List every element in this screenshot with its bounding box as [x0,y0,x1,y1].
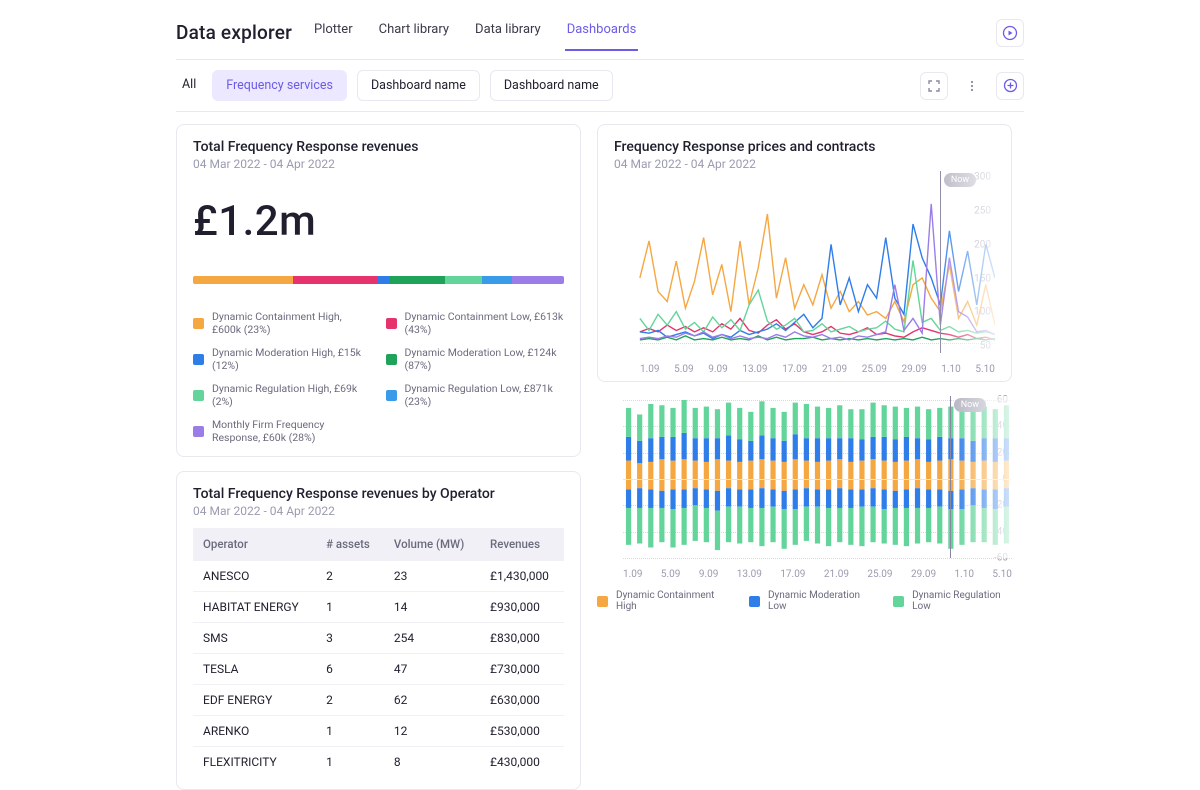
kpi-bar-segment [378,276,389,284]
card-prices-chart: Frequency Response prices and contracts … [597,124,1012,382]
fullscreen-button[interactable] [920,72,948,100]
table-cell: SMS [193,623,316,654]
table-cell: 62 [384,685,480,716]
add-button[interactable] [996,72,1024,100]
table-cell: FLEXITRICITY [193,747,316,778]
card-title: Total Frequency Response revenues [193,139,564,155]
table-cell: ARENKO [193,716,316,747]
operator-table: Operator# assetsVolume (MW)Revenues ANES… [193,528,564,777]
more-button[interactable] [958,72,986,100]
kpi-breakdown-bar [193,276,564,284]
table-cell: 47 [384,654,480,685]
page-title: Data explorer [176,21,292,44]
line-chart[interactable]: 50100150200250300Now1.095.099.0913.0917.… [614,171,995,375]
legend-item: Monthly Firm Frequency Response, £60k (2… [193,418,372,444]
legend-item: Dynamic Moderation Low, £124k (87%) [386,346,565,372]
stacked-bar-chart[interactable]: -60-40-200204060Now1.095.099.0913.0917.0… [597,396,1012,580]
card-date-range: 04 Mar 2022 - 04 Apr 2022 [193,504,564,518]
card-date-range: 04 Mar 2022 - 04 Apr 2022 [193,157,564,171]
table-row[interactable]: EDF ENERGY262£630,000 [193,685,564,716]
table-row[interactable]: TESLA647£730,000 [193,654,564,685]
table-header[interactable]: Operator [193,528,316,561]
legend-item: Dynamic Containment Low, £613k (43%) [386,310,565,336]
bar-chart-legend: Dynamic Containment High Dynamic Moderati… [597,590,1012,612]
table-cell: 1 [316,592,384,623]
table-cell: 23 [384,561,480,592]
legend-item: Dynamic Containment High [597,590,727,612]
legend-item: Dynamic Containment High, £600k (23%) [193,310,372,336]
table-cell: 14 [384,592,480,623]
table-cell: EDF ENERGY [193,685,316,716]
filter-chip[interactable]: All [176,70,202,101]
table-cell: 1 [316,716,384,747]
table-cell: £730,000 [480,654,564,685]
table-header[interactable]: # assets [316,528,384,561]
table-cell: £630,000 [480,685,564,716]
legend-item: Dynamic Regulation Low [893,590,1012,612]
table-row[interactable]: ARENKO112£530,000 [193,716,564,747]
table-cell: £430,000 [480,747,564,778]
table-cell: 254 [384,623,480,654]
legend-item: Dynamic Regulation High, £69k (2%) [193,382,372,408]
table-cell: 12 [384,716,480,747]
legend-item: Dynamic Regulation Low, £871k (23%) [386,382,565,408]
legend-item: Dynamic Moderation Low [749,590,871,612]
kpi-bar-segment [193,276,293,284]
filter-chips: All Frequency services Dashboard name Dashb… [176,70,613,101]
table-cell: 6 [316,654,384,685]
table-cell: 3 [316,623,384,654]
kpi-bar-segment [512,276,564,284]
card-operator-table: Total Frequency Response revenues by Ope… [176,471,581,790]
card-date-range: 04 Mar 2022 - 04 Apr 2022 [614,157,995,171]
table-header[interactable]: Volume (MW) [384,528,480,561]
card-contracts-chart: -60-40-200204060Now1.095.099.0913.0917.0… [597,396,1012,612]
table-row[interactable]: SMS3254£830,000 [193,623,564,654]
table-row[interactable]: ANESCO223£1,430,000 [193,561,564,592]
kpi-bar-segment [445,276,482,284]
kpi-bar-segment [390,276,446,284]
filter-chip[interactable]: Frequency services [212,70,347,101]
filter-chip[interactable]: Dashboard name [357,70,480,101]
nav-item-data-library[interactable]: Data library [473,16,543,49]
table-cell: 2 [316,685,384,716]
table-cell: 8 [384,747,480,778]
table-cell: 1 [316,747,384,778]
filter-chip[interactable]: Dashboard name [490,70,613,101]
table-cell: ANESCO [193,561,316,592]
kpi-legend: Dynamic Containment High, £600k (23%) Dyn… [193,310,564,444]
nav-item-chart-library[interactable]: Chart library [377,16,451,49]
table-header[interactable]: Revenues [480,528,564,561]
table-cell: TESLA [193,654,316,685]
play-button[interactable] [996,19,1024,47]
top-nav: Plotter Chart library Data library Dashboar… [312,16,638,49]
card-title: Frequency Response prices and contracts [614,139,995,155]
kpi-value: £1.2m [193,197,564,246]
kpi-bar-segment [293,276,378,284]
table-cell: HABITAT ENERGY [193,592,316,623]
table-cell: 2 [316,561,384,592]
nav-item-plotter[interactable]: Plotter [312,16,355,49]
table-cell: £830,000 [480,623,564,654]
card-total-revenues: Total Frequency Response revenues 04 Mar… [176,124,581,457]
table-row[interactable]: FLEXITRICITY18£430,000 [193,747,564,778]
table-row[interactable]: HABITAT ENERGY114£930,000 [193,592,564,623]
nav-item-dashboards[interactable]: Dashboards [565,16,639,49]
card-title: Total Frequency Response revenues by Ope… [193,486,564,502]
table-cell: £1,430,000 [480,561,564,592]
table-cell: £530,000 [480,716,564,747]
kpi-bar-segment [482,276,512,284]
legend-item: Dynamic Moderation High, £15k (12%) [193,346,372,372]
table-cell: £930,000 [480,592,564,623]
